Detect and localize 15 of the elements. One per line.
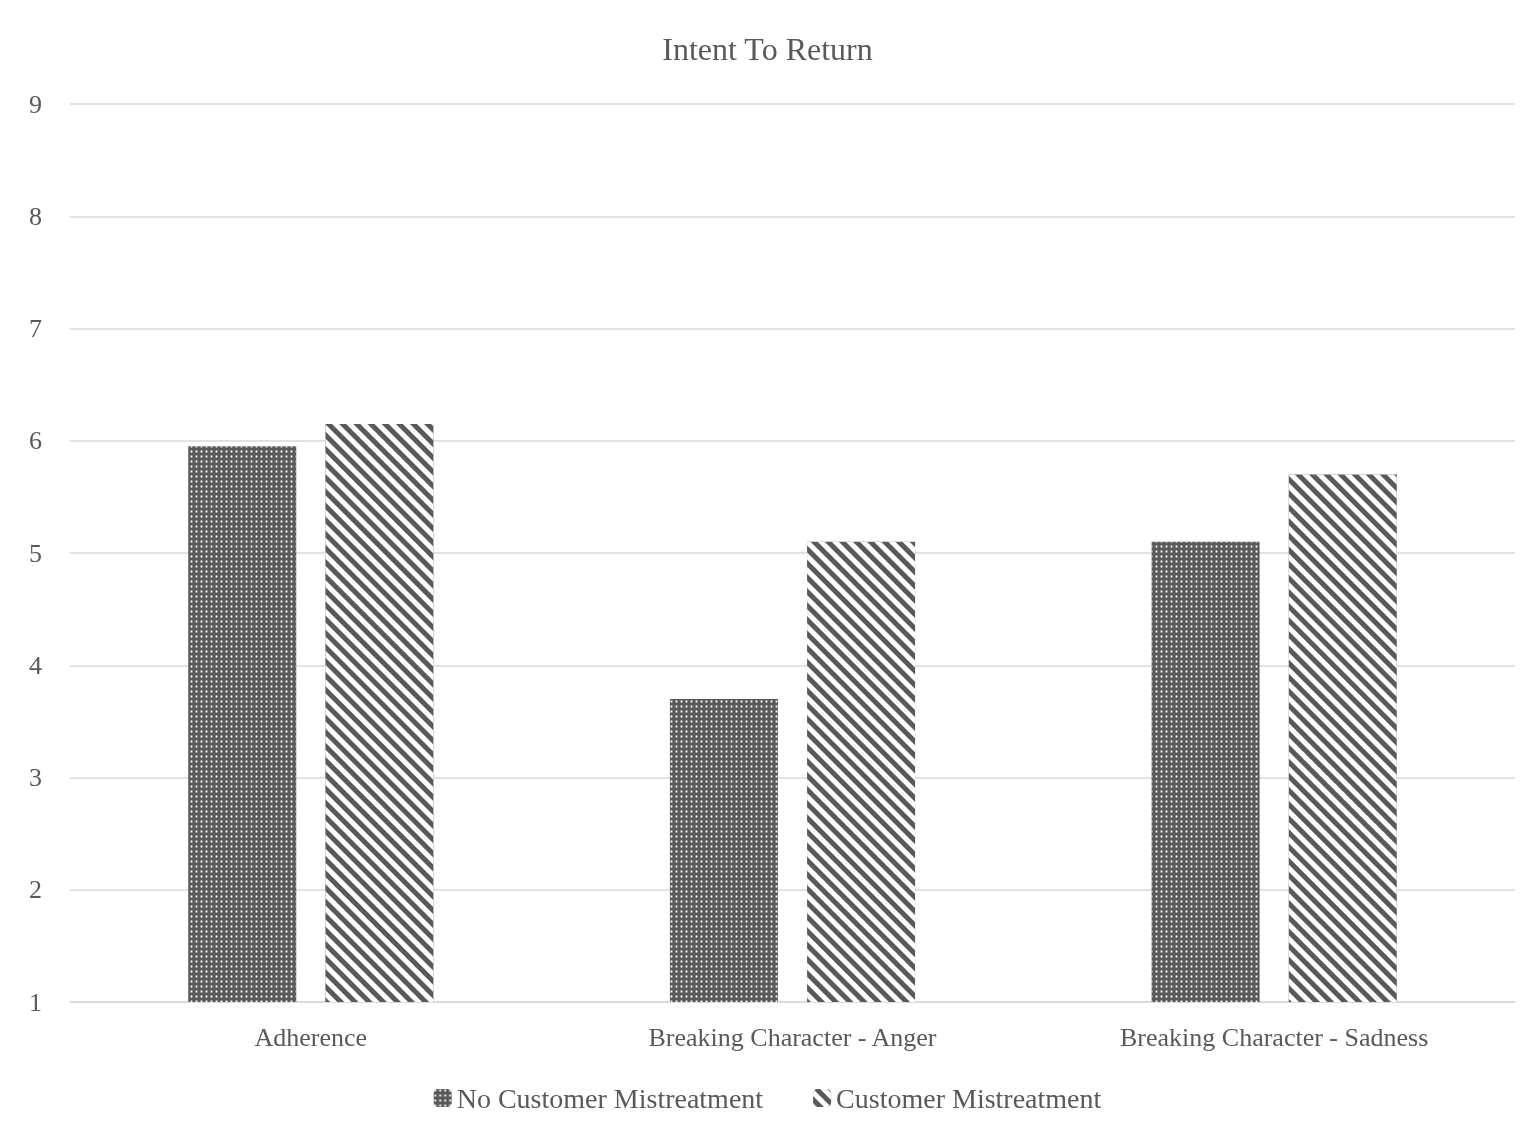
y-tick-label: 5: [29, 538, 42, 568]
chart-title: Intent To Return: [662, 31, 873, 67]
legend-label: Customer Mistreatment: [836, 1082, 1102, 1114]
y-tick-label: 3: [29, 763, 42, 792]
y-tick-label: 9: [29, 89, 42, 119]
y-tick-label: 2: [29, 875, 42, 905]
x-tick-label: Adherence: [254, 1022, 368, 1052]
y-tick-label: 8: [29, 201, 42, 231]
x-tick-label: Breaking Character - Sadness: [1120, 1022, 1429, 1052]
y-tick-label: 6: [29, 426, 42, 456]
legend-label: No Customer Mistreatment: [456, 1082, 764, 1114]
y-tick-label: 4: [29, 650, 42, 680]
x-tick-label: Breaking Character - Anger: [648, 1022, 937, 1052]
y-tick-label: 1: [29, 987, 42, 1017]
y-tick-label: 7: [29, 314, 42, 343]
